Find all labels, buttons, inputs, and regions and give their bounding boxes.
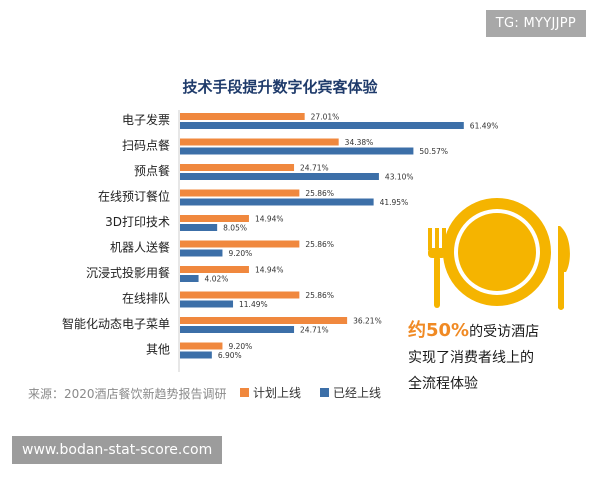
bar-value-label: 24.71% bbox=[300, 164, 329, 173]
bar-planned bbox=[180, 113, 305, 120]
category-label: 智能化动态电子菜单 bbox=[62, 316, 170, 331]
bar-planned bbox=[180, 240, 300, 248]
category-label: 在线预订餐位 bbox=[98, 189, 170, 204]
bar-value-label: 6.90% bbox=[218, 351, 242, 360]
bar-online bbox=[180, 351, 212, 359]
legend-label: 已经上线 bbox=[333, 386, 381, 400]
bar-value-label: 41.95% bbox=[380, 198, 409, 207]
bar-value-label: 25.86% bbox=[305, 291, 334, 300]
bar-planned bbox=[180, 342, 223, 350]
bar-value-label: 14.94% bbox=[255, 266, 284, 275]
callout-line1: 的受访酒店 bbox=[469, 324, 540, 340]
category-label: 机器人送餐 bbox=[110, 240, 170, 255]
bar-online bbox=[180, 173, 379, 180]
bar-planned bbox=[180, 291, 300, 299]
watermark-bottom: www.bodan-stat-score.com bbox=[12, 436, 223, 464]
category-label: 其他 bbox=[146, 343, 170, 357]
bar-online bbox=[180, 122, 464, 129]
bar-value-label: 24.71% bbox=[300, 326, 329, 335]
bar-online bbox=[180, 224, 218, 231]
bar-value-label: 9.20% bbox=[228, 249, 252, 258]
bar-value-label: 43.10% bbox=[385, 173, 414, 182]
category-label: 3D打印技术 bbox=[105, 215, 170, 229]
bars bbox=[180, 113, 464, 359]
category-label: 预点餐 bbox=[134, 163, 170, 178]
bar-value-label: 61.49% bbox=[470, 122, 499, 131]
category-label: 电子发票 bbox=[122, 112, 170, 127]
bar-value-label: 4.02% bbox=[205, 275, 229, 284]
bar-online bbox=[180, 275, 199, 282]
bar-value-label: 14.94% bbox=[255, 215, 284, 224]
bar-value-label: 50.57% bbox=[419, 147, 448, 156]
legend-swatch bbox=[240, 388, 249, 397]
category-label: 沉浸式投影用餐 bbox=[86, 265, 170, 280]
legend: 计划上线 已经上线 bbox=[240, 386, 381, 400]
bar-value-label: 11.49% bbox=[239, 300, 268, 309]
bar-online bbox=[180, 300, 234, 308]
bar-online bbox=[180, 249, 223, 257]
bar-online bbox=[180, 326, 295, 333]
bar-value-label: 9.20% bbox=[228, 342, 252, 351]
legend-swatch bbox=[320, 388, 329, 397]
bar-value-label: 36.21% bbox=[353, 317, 382, 326]
callout-line3: 全流程体验 bbox=[408, 376, 478, 392]
bar-value-label: 27.01% bbox=[311, 113, 340, 122]
callout: 约50%的受访酒店 实现了消费者线上的 全流程体验 bbox=[408, 318, 594, 397]
category-label: 扫码点餐 bbox=[122, 138, 170, 153]
bar-labels: 27.01% 61.49% 34.38% 50.57% 24.71% 43.10% 25.8… bbox=[205, 113, 499, 361]
bar-planned bbox=[180, 138, 339, 146]
bar-value-label: 8.05% bbox=[223, 224, 247, 233]
bar-planned bbox=[180, 215, 249, 222]
plate-fork-knife-icon bbox=[428, 198, 570, 310]
callout-line2: 实现了消费者线上的 bbox=[408, 350, 534, 366]
source-note: 来源：2020酒店餐饮新趋势报告调研 bbox=[28, 386, 227, 401]
callout-highlight: 约50% bbox=[408, 320, 470, 341]
bar-value-label: 25.86% bbox=[305, 189, 334, 198]
legend-label: 计划上线 bbox=[253, 386, 301, 400]
chart-title: 技术手段提升数字化宾客体验 bbox=[182, 78, 378, 96]
bar-value-label: 34.38% bbox=[345, 138, 374, 147]
bar-online bbox=[180, 198, 374, 206]
bar-online bbox=[180, 147, 414, 155]
bar-planned bbox=[180, 266, 249, 273]
bar-planned bbox=[180, 164, 295, 171]
category-label: 在线排队 bbox=[122, 291, 170, 306]
bar-value-label: 25.86% bbox=[305, 240, 334, 249]
bar-planned bbox=[180, 189, 300, 197]
watermark-top: TG: MYYJJPP bbox=[485, 10, 586, 37]
bar-planned bbox=[180, 317, 348, 324]
